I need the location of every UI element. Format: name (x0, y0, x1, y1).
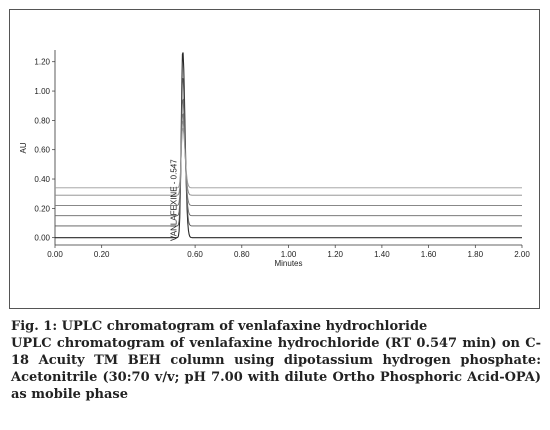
trace-line (55, 113, 522, 206)
x-tick-label: 1.40 (374, 250, 390, 259)
y-tick-label: 1.20 (34, 58, 50, 67)
peak-annotation: VANLAFEXINE - 0.547 (170, 159, 179, 241)
y-axis-label: AU (19, 142, 28, 153)
x-tick-label: 1.80 (468, 250, 484, 259)
y-tick-label: 1.00 (34, 87, 50, 96)
trace-line (55, 120, 522, 196)
trace-line (55, 127, 522, 189)
x-tick-label: 0.20 (94, 250, 110, 259)
trace-line (55, 52, 522, 239)
y-tick-label: 0.80 (34, 116, 50, 125)
chart-frame: 0.00 0.20 0.40 0.60 0.80 1.00 1.20 0.00 0.20 0.60… (9, 9, 540, 309)
x-tick-label: 1.20 (327, 250, 343, 259)
trace-line (55, 98, 522, 217)
x-tick-label: 0.60 (187, 250, 203, 259)
chromatogram-chart: 0.00 0.20 0.40 0.60 0.80 1.00 1.20 0.00 0.20 0.60… (19, 50, 530, 268)
caption-title: Fig. 1: UPLC chromatogram of venlafaxine… (11, 319, 428, 334)
y-tick-label: 0.60 (34, 146, 50, 155)
caption-description: UPLC chromatogram of venlafaxine hydroch… (11, 336, 541, 402)
y-tick-label: 0.40 (34, 175, 50, 184)
x-tick-label: 0.00 (47, 250, 63, 259)
y-tick-label: 0.20 (34, 204, 50, 213)
x-tick-label: 0.80 (234, 250, 250, 259)
x-tick-label: 1.00 (281, 250, 297, 259)
x-axis-label: Minutes (274, 259, 302, 268)
x-tick-label: 1.60 (421, 250, 437, 259)
x-tick-label: 2.00 (514, 250, 530, 259)
trace-line (55, 78, 522, 227)
figure-caption: Fig. 1: UPLC chromatogram of venlafaxine… (11, 318, 541, 403)
y-tick-label: 0.00 (34, 234, 50, 243)
